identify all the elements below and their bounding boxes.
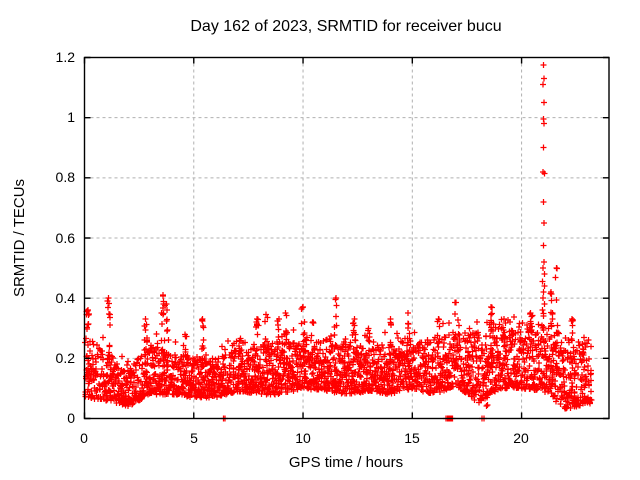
chart-title: Day 162 of 2023, SRMTID for receiver buc… [190, 18, 501, 35]
y-tick-label: 0.6 [56, 230, 76, 246]
x-tick-label: 5 [190, 430, 198, 446]
scatter-points [82, 62, 595, 422]
x-tick-label: 15 [404, 430, 420, 446]
x-tick-label: 10 [295, 430, 311, 446]
y-tick-label: 0.2 [56, 350, 76, 366]
y-tick-label: 1 [67, 109, 75, 125]
plot-border [83, 56, 610, 420]
x-axis-label: GPS time / hours [289, 454, 403, 471]
x-tick-label: 0 [80, 430, 88, 446]
y-axis-label: SRMTID / TECUs [11, 179, 28, 297]
x-tick-label: 20 [513, 430, 529, 446]
y-tick-label: 0.8 [56, 169, 76, 185]
y-tick-label: 1.2 [56, 49, 76, 65]
y-tick-label: 0 [67, 410, 75, 426]
y-tick-label: 0.4 [56, 290, 76, 306]
